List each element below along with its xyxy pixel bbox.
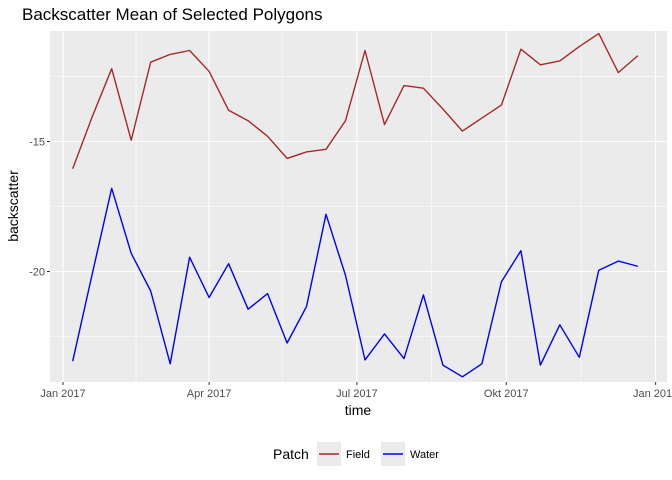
- legend-label-water: Water: [410, 449, 439, 461]
- x-tick-label: Okt 2017: [484, 388, 529, 400]
- series-line-field: [72, 32, 639, 170]
- legend-item-field: Field: [317, 442, 370, 466]
- x-tick-label: Apr 2017: [187, 388, 232, 400]
- x-tick-label: Jan 2018: [633, 388, 672, 400]
- y-tick-label: -20: [29, 267, 45, 279]
- x-tick-label: Jul 2017: [336, 388, 378, 400]
- major-gridlines: [50, 31, 667, 382]
- y-axis: -15 -20: [29, 137, 50, 279]
- minor-gridlines: [50, 31, 667, 382]
- x-axis: Jan 2017 Apr 2017 Jul 2017 Okt 2017 Jan 2018: [40, 382, 672, 400]
- legend-label-field: Field: [346, 449, 370, 461]
- series-lines: [72, 32, 639, 378]
- x-tick-label: Jan 2017: [40, 388, 85, 400]
- chart-title: Backscatter Mean of Selected Polygons: [22, 5, 323, 24]
- legend-item-water: Water: [381, 442, 439, 466]
- legend-title: Patch: [273, 446, 309, 462]
- y-axis-label: backscatter: [5, 170, 21, 242]
- y-tick-label: -15: [29, 137, 45, 149]
- legend: Patch Field Water: [273, 442, 439, 466]
- x-axis-label: time: [345, 402, 372, 418]
- series-line-water: [72, 187, 638, 378]
